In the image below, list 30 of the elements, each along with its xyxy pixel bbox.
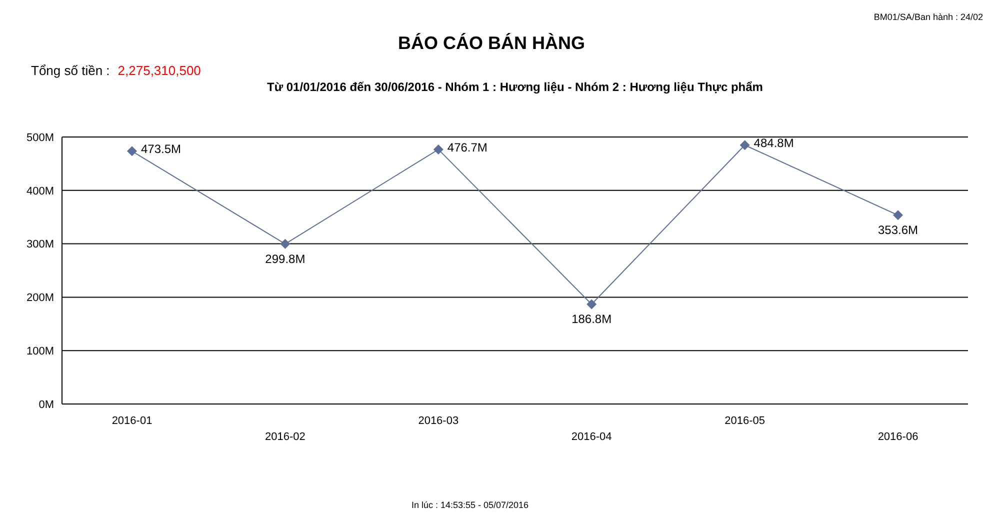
data-label: 484.8M bbox=[754, 136, 794, 150]
chart-subtitle: Từ 01/01/2016 đến 30/06/2016 - Nhóm 1 : Hương liệu - Nhóm 2 : Hương liệu Thực phẩm bbox=[266, 80, 764, 94]
x-tick-label: 2016-04 bbox=[571, 431, 612, 443]
text: BM01/SA/Ban hành : 24/02 bbox=[874, 12, 983, 22]
y-tick-label: 300M bbox=[26, 238, 54, 251]
text: In lúc : 14:53:55 - 05/07/2016 bbox=[410, 500, 530, 510]
x-tick-label: 2016-02 bbox=[265, 431, 306, 443]
point bbox=[433, 144, 444, 154]
data-label: 476.7M bbox=[447, 140, 488, 154]
y-tick-label: 500M bbox=[26, 132, 54, 144]
data-label: 299.8M bbox=[265, 252, 306, 266]
text: Tổng số tiền : bbox=[31, 63, 110, 78]
chart-title: BÁO CÁO BÁN HÀNG bbox=[397, 33, 586, 54]
point bbox=[280, 238, 290, 249]
x-tick-label: 2016-06 bbox=[878, 431, 918, 443]
y-tick-label: 100M bbox=[26, 346, 54, 358]
point bbox=[127, 146, 137, 156]
x-tick-label: 2016-05 bbox=[724, 415, 765, 427]
y-tick-label: 200M bbox=[26, 292, 54, 304]
point bbox=[740, 140, 750, 150]
data-label: 186.8M bbox=[572, 312, 612, 326]
point bbox=[893, 210, 903, 220]
y-tick-label: 400M bbox=[26, 185, 54, 198]
x-tick-label: 2016-03 bbox=[418, 415, 459, 427]
data-label: 473.5M bbox=[141, 142, 182, 156]
y-tick-label: 0M bbox=[38, 398, 54, 411]
text: 2,275,310,500 bbox=[118, 63, 201, 78]
x-tick-label: 2016-01 bbox=[112, 415, 152, 427]
point bbox=[586, 299, 597, 310]
data-label: 353.6M bbox=[878, 223, 918, 238]
